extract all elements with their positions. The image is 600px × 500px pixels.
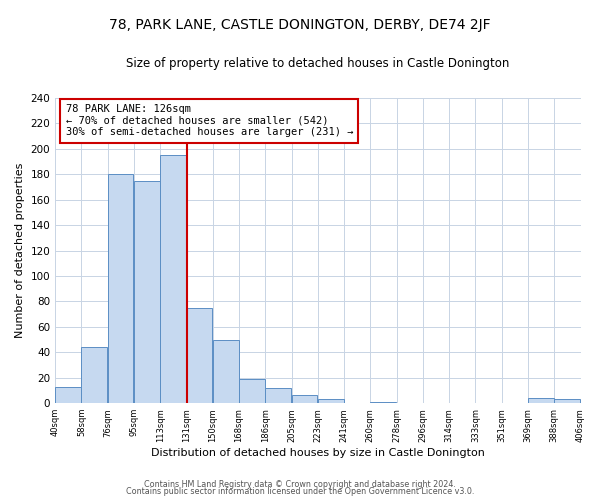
Bar xyxy=(82,347,107,403)
Bar xyxy=(213,340,239,403)
Text: Contains HM Land Registry data © Crown copyright and database right 2024.: Contains HM Land Registry data © Crown c… xyxy=(144,480,456,489)
Text: 78, PARK LANE, CASTLE DONINGTON, DERBY, DE74 2JF: 78, PARK LANE, CASTLE DONINGTON, DERBY, … xyxy=(109,18,491,32)
Bar xyxy=(318,400,344,403)
Bar xyxy=(265,388,291,403)
Bar xyxy=(160,155,186,403)
Title: Size of property relative to detached houses in Castle Donington: Size of property relative to detached ho… xyxy=(126,58,509,70)
Bar xyxy=(55,386,81,403)
Bar xyxy=(370,402,396,403)
Bar xyxy=(239,379,265,403)
Y-axis label: Number of detached properties: Number of detached properties xyxy=(15,163,25,338)
Bar xyxy=(187,308,212,403)
Text: 78 PARK LANE: 126sqm
← 70% of detached houses are smaller (542)
30% of semi-deta: 78 PARK LANE: 126sqm ← 70% of detached h… xyxy=(65,104,353,138)
Bar xyxy=(528,398,554,403)
Bar xyxy=(554,400,580,403)
Bar xyxy=(108,174,133,403)
Bar xyxy=(292,396,317,403)
Text: Contains public sector information licensed under the Open Government Licence v3: Contains public sector information licen… xyxy=(126,488,474,496)
Bar xyxy=(134,180,160,403)
X-axis label: Distribution of detached houses by size in Castle Donington: Distribution of detached houses by size … xyxy=(151,448,485,458)
